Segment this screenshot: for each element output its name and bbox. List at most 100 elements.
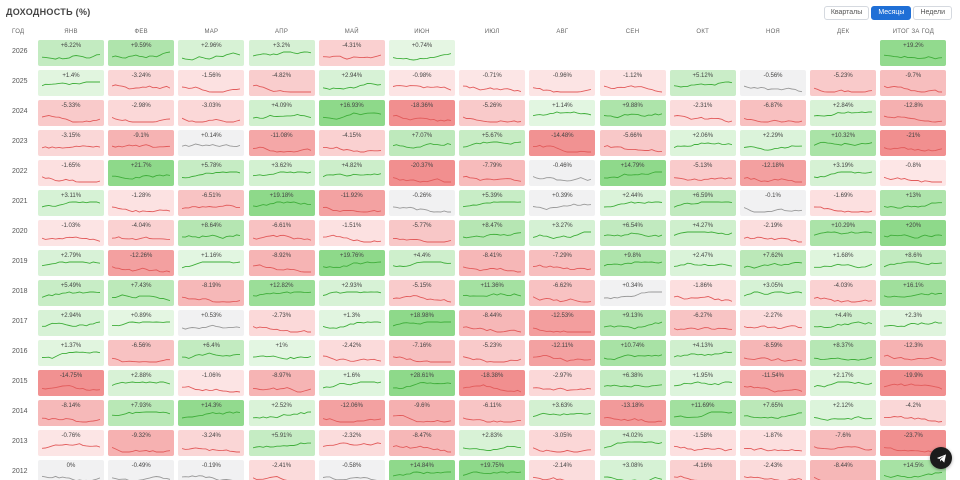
month-return-cell[interactable]: +12.82%	[248, 280, 315, 306]
month-return-cell[interactable]: -1.06%	[178, 370, 245, 396]
month-return-cell[interactable]: +14.3%	[178, 400, 245, 426]
month-return-cell[interactable]: +8.37%	[810, 340, 877, 366]
month-return-cell[interactable]: +9.59%	[108, 40, 175, 66]
month-return-cell[interactable]: +3.19%	[810, 160, 877, 186]
month-return-cell[interactable]: -7.79%	[459, 160, 526, 186]
month-return-cell[interactable]: +2.94%	[318, 70, 385, 96]
month-return-cell[interactable]: -12.53%	[529, 310, 596, 336]
month-return-cell[interactable]: -2.32%	[318, 430, 385, 456]
month-return-cell[interactable]: +5.39%	[459, 190, 526, 216]
month-return-cell[interactable]: +1.95%	[669, 370, 736, 396]
month-return-cell[interactable]: -13.18%	[599, 400, 666, 426]
year-total-cell[interactable]: +16.1%	[880, 280, 947, 306]
year-total-cell[interactable]: -12.3%	[880, 340, 947, 366]
month-return-cell[interactable]: -4.03%	[810, 280, 877, 306]
month-return-cell[interactable]: +0.74%	[389, 40, 455, 66]
month-return-cell[interactable]: +3.08%	[599, 460, 666, 480]
month-return-cell[interactable]: +10.32%	[810, 130, 877, 156]
month-return-cell[interactable]: -0.76%	[38, 430, 104, 456]
month-return-cell[interactable]: +6.59%	[669, 190, 736, 216]
month-return-cell[interactable]: -1.87%	[740, 430, 806, 456]
month-return-cell[interactable]: +1.3%	[318, 310, 385, 336]
month-return-cell[interactable]: -0.71%	[459, 70, 526, 96]
period-button-quarters[interactable]: Кварталы	[823, 6, 870, 20]
month-return-cell[interactable]: -5.23%	[459, 340, 526, 366]
month-return-cell[interactable]: -8.41%	[459, 250, 526, 276]
month-return-cell[interactable]: -4.16%	[669, 460, 736, 480]
month-return-cell[interactable]: +0.39%	[529, 190, 596, 216]
month-return-cell[interactable]: -7.29%	[529, 250, 596, 276]
month-return-cell[interactable]: -2.97%	[529, 370, 596, 396]
month-return-cell[interactable]: +21.7%	[108, 160, 175, 186]
month-return-cell[interactable]: -6.27%	[669, 310, 736, 336]
month-return-cell[interactable]: +28.61%	[389, 370, 455, 396]
month-return-cell[interactable]: +1.68%	[810, 250, 877, 276]
month-return-cell[interactable]: -6.51%	[178, 190, 245, 216]
month-return-cell[interactable]: +3.05%	[740, 280, 806, 306]
month-return-cell[interactable]: +3.63%	[529, 400, 596, 426]
month-return-cell[interactable]: +0.34%	[599, 280, 666, 306]
month-return-cell[interactable]: -12.06%	[318, 400, 385, 426]
month-return-cell[interactable]: +4.82%	[318, 160, 385, 186]
year-total-cell[interactable]: -9.7%	[880, 70, 947, 96]
month-return-cell[interactable]: +7.62%	[740, 250, 806, 276]
month-return-cell[interactable]: -2.42%	[318, 340, 385, 366]
month-return-cell[interactable]: -8.44%	[459, 310, 526, 336]
month-return-cell[interactable]: +2.29%	[740, 130, 806, 156]
month-return-cell[interactable]: -11.92%	[318, 190, 385, 216]
month-return-cell[interactable]: -18.38%	[459, 370, 526, 396]
month-return-cell[interactable]: +1.37%	[38, 340, 104, 366]
year-total-cell[interactable]: +13%	[880, 190, 947, 216]
month-return-cell[interactable]: +2.44%	[599, 190, 666, 216]
month-return-cell[interactable]: +5.91%	[248, 430, 315, 456]
year-total-cell[interactable]: -23.7%	[880, 430, 947, 456]
year-total-cell[interactable]: +8.6%	[880, 250, 947, 276]
month-return-cell[interactable]: -5.26%	[459, 100, 526, 126]
month-return-cell[interactable]: -0.96%	[529, 70, 596, 96]
month-return-cell[interactable]: -1.56%	[178, 70, 245, 96]
month-return-cell[interactable]: -8.97%	[248, 370, 315, 396]
month-return-cell[interactable]: +1.14%	[529, 100, 596, 126]
month-return-cell[interactable]: -12.18%	[740, 160, 806, 186]
month-return-cell[interactable]: +2.83%	[459, 430, 526, 456]
month-return-cell[interactable]: -0.98%	[389, 70, 455, 96]
year-total-cell[interactable]: +2.3%	[880, 310, 947, 336]
month-return-cell[interactable]: -5.33%	[38, 100, 104, 126]
month-return-cell[interactable]: +19.75%	[459, 460, 526, 480]
month-return-cell[interactable]: -14.48%	[529, 130, 596, 156]
period-button-months[interactable]: Месяцы	[871, 6, 912, 20]
month-return-cell[interactable]: +5.78%	[178, 160, 245, 186]
month-return-cell[interactable]: +7.07%	[389, 130, 455, 156]
month-return-cell[interactable]: +10.74%	[599, 340, 666, 366]
month-return-cell[interactable]: +16.93%	[318, 100, 385, 126]
month-return-cell[interactable]: -6.56%	[108, 340, 175, 366]
month-return-cell[interactable]: +2.12%	[810, 400, 877, 426]
month-return-cell[interactable]: -11.08%	[248, 130, 315, 156]
month-return-cell[interactable]: +4.09%	[248, 100, 315, 126]
month-return-cell[interactable]: +2.06%	[669, 130, 736, 156]
year-total-cell[interactable]: -21%	[880, 130, 947, 156]
month-return-cell[interactable]: +2.96%	[178, 40, 245, 66]
month-return-cell[interactable]: +3.27%	[529, 220, 596, 246]
month-return-cell[interactable]: -3.15%	[38, 130, 104, 156]
month-return-cell[interactable]: +1.6%	[318, 370, 385, 396]
month-return-cell[interactable]: +9.8%	[599, 250, 666, 276]
month-return-cell[interactable]: -18.36%	[389, 100, 455, 126]
month-return-cell[interactable]: +18.98%	[389, 310, 455, 336]
month-return-cell[interactable]: -5.66%	[599, 130, 666, 156]
month-return-cell[interactable]: +9.88%	[599, 100, 666, 126]
month-return-cell[interactable]: -2.14%	[529, 460, 596, 480]
month-return-cell[interactable]: +8.47%	[459, 220, 526, 246]
month-return-cell[interactable]: -1.12%	[599, 70, 666, 96]
month-return-cell[interactable]: +0.14%	[178, 130, 245, 156]
month-return-cell[interactable]: +4.02%	[599, 430, 666, 456]
month-return-cell[interactable]: -9.6%	[389, 400, 455, 426]
month-return-cell[interactable]: -0.49%	[108, 460, 175, 480]
month-return-cell[interactable]: +6.22%	[38, 40, 104, 66]
month-return-cell[interactable]: -1.86%	[669, 280, 736, 306]
year-total-cell[interactable]: -19.9%	[880, 370, 947, 396]
month-return-cell[interactable]: -0.56%	[740, 70, 806, 96]
month-return-cell[interactable]: +1.16%	[178, 250, 245, 276]
month-return-cell[interactable]: -12.11%	[529, 340, 596, 366]
month-return-cell[interactable]: +2.84%	[810, 100, 877, 126]
